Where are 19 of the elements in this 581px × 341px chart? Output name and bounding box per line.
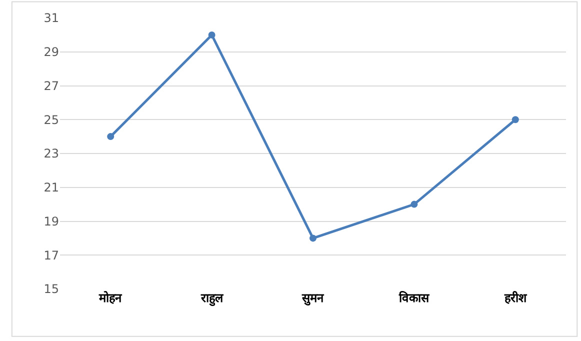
point — [208, 31, 216, 38]
x-tick-label: सुमन — [301, 291, 325, 306]
x-tick-label: मोहन — [98, 291, 124, 305]
y-tick-label: 17 — [44, 248, 59, 262]
y-tick-label: 19 — [44, 214, 59, 228]
y-tick-label: 29 — [44, 45, 59, 60]
y-tick-label: 31 — [44, 11, 59, 26]
y-tick-label: 27 — [44, 78, 59, 93]
x-tick-label: विकास — [398, 291, 430, 305]
point — [512, 116, 519, 124]
y-tick-label: 23 — [44, 146, 59, 161]
y-tick-label: 15 — [44, 282, 59, 296]
x-tick-label: हरीश — [503, 291, 528, 305]
point — [310, 234, 316, 242]
point — [107, 133, 114, 140]
point — [410, 200, 418, 208]
y-tick-label: 21 — [44, 180, 59, 195]
x-tick-label: राहुल — [200, 291, 224, 307]
y-tick-label: 25 — [44, 112, 59, 127]
